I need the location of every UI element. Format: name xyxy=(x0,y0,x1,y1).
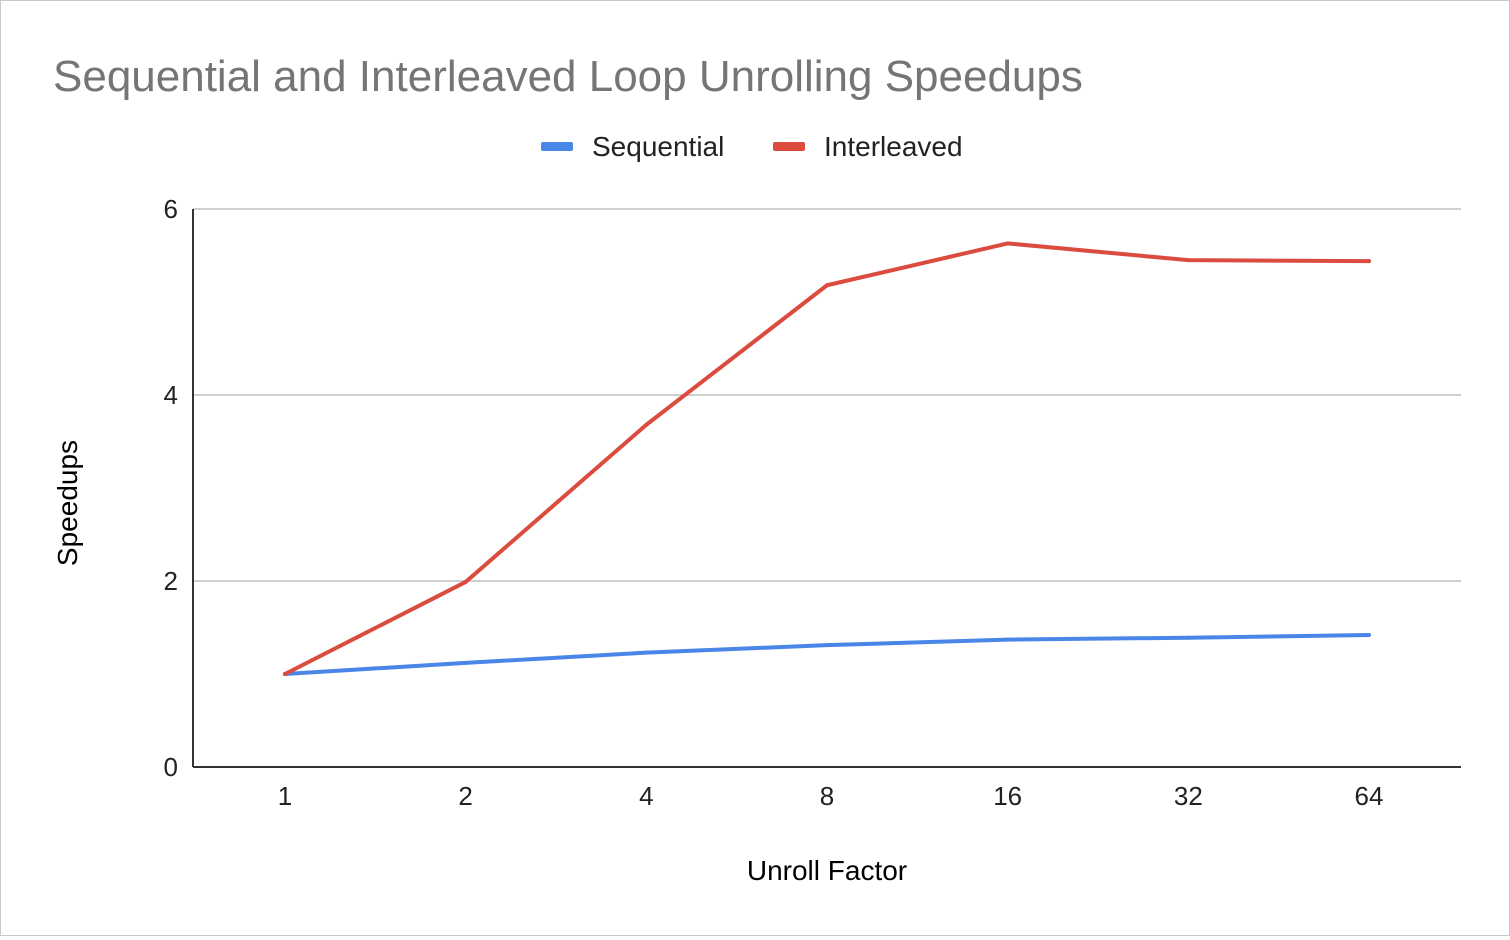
y-tick-label-0: 0 xyxy=(164,752,178,782)
x-tick-label-1: 1 xyxy=(278,781,292,811)
x-tick-label-32: 32 xyxy=(1174,781,1203,811)
data-point-interleaved-1 xyxy=(283,672,287,676)
y-tick-label-3: 6 xyxy=(164,194,178,224)
y-tick-label-2: 4 xyxy=(164,380,178,410)
data-point-sequential-32 xyxy=(1186,635,1191,640)
data-point-interleaved-4 xyxy=(644,422,649,427)
data-point-interleaved-64 xyxy=(1367,259,1371,264)
legend-swatch-sequential xyxy=(541,142,573,151)
series-line-interleaved xyxy=(283,241,1371,676)
gridlines xyxy=(193,208,1461,582)
legend-swatch-interleaved xyxy=(773,142,805,151)
y-axis-ticks: 0 2 4 6 xyxy=(164,194,178,782)
x-tick-label-2: 2 xyxy=(458,781,472,811)
legend: Sequential Interleaved xyxy=(541,131,963,162)
data-point-interleaved-32 xyxy=(1186,258,1191,263)
chart-title: Sequential and Interleaved Loop Unrollin… xyxy=(53,52,1083,101)
x-tick-label-8: 8 xyxy=(820,781,834,811)
y-axis-label: Speedups xyxy=(52,440,83,566)
series-lines xyxy=(283,241,1371,676)
data-point-sequential-64 xyxy=(1367,632,1371,637)
x-axis-label: Unroll Factor xyxy=(747,855,907,886)
legend-label-interleaved: Interleaved xyxy=(824,131,963,162)
series-line-sequential xyxy=(283,632,1371,676)
y-tick-label-1: 2 xyxy=(164,566,178,596)
x-tick-label-16: 16 xyxy=(993,781,1022,811)
data-point-sequential-4 xyxy=(644,650,649,655)
legend-label-sequential: Sequential xyxy=(592,131,724,162)
x-tick-label-4: 4 xyxy=(639,781,653,811)
x-axis-ticks: 1 2 4 8 16 32 64 xyxy=(278,781,1384,811)
data-point-interleaved-16 xyxy=(1005,241,1010,246)
data-point-sequential-2 xyxy=(463,660,468,665)
data-point-sequential-16 xyxy=(1005,637,1010,642)
data-point-interleaved-8 xyxy=(825,283,829,288)
axes xyxy=(192,209,1461,768)
data-point-sequential-8 xyxy=(825,643,829,648)
x-tick-label-64: 64 xyxy=(1355,781,1384,811)
data-point-interleaved-2 xyxy=(463,579,468,584)
